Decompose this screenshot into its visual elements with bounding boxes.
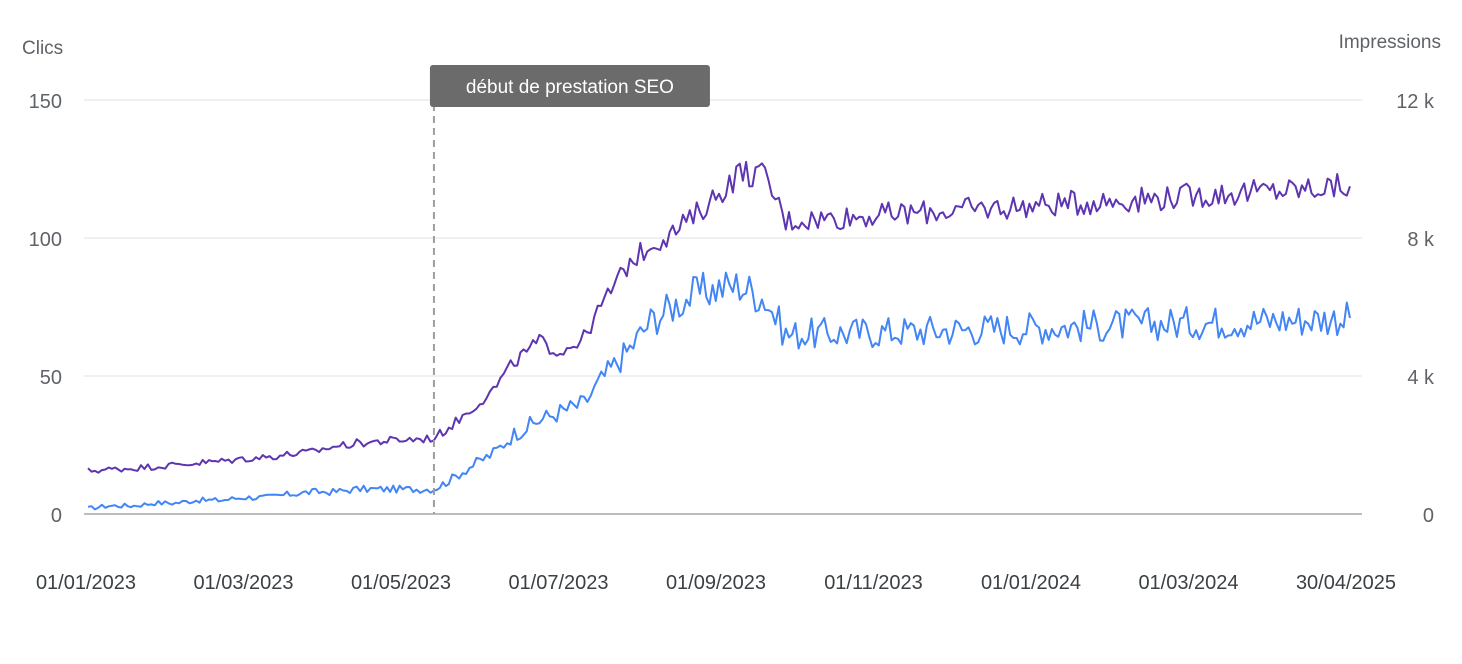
y-right-tick-label: 4 k (1407, 367, 1435, 389)
y-left-tick-label: 100 (29, 229, 62, 251)
impressions-line (87, 160, 1351, 474)
y-left-tick-label: 50 (40, 367, 62, 389)
y-left-tick-label: 0 (51, 505, 62, 527)
x-tick-label: 01/03/2024 (1138, 572, 1238, 594)
x-tick-label: 01/01/2023 (36, 572, 136, 594)
x-tick-label: 01/05/2023 (351, 572, 451, 594)
left-axis-ticks: 0 50 100 150 (29, 91, 62, 527)
x-tick-label: 01/07/2023 (508, 572, 608, 594)
x-tick-label: 01/01/2024 (981, 572, 1081, 594)
y-right-tick-label: 8 k (1407, 229, 1435, 251)
x-tick-label: 01/11/2023 (824, 572, 923, 594)
y-right-tick-label: 12 k (1396, 91, 1435, 113)
x-tick-label: 01/09/2023 (666, 572, 766, 594)
clicks-line (87, 271, 1351, 511)
annotation-label-box (429, 65, 710, 107)
series-lines (87, 160, 1351, 511)
annotation: début de prestation SEO (429, 65, 710, 514)
right-axis-title: Impressions (1339, 32, 1441, 53)
y-right-tick-label: 0 (1423, 505, 1434, 527)
x-tick-label: 30/04/2025 (1296, 572, 1396, 594)
left-axis-title: Clics (22, 38, 63, 59)
x-tick-label: 01/03/2023 (193, 572, 293, 594)
x-axis-ticks: 01/01/2023 01/03/2023 01/05/2023 01/07/2023… (36, 572, 1396, 594)
gridlines (84, 99, 1362, 377)
right-axis-ticks: 0 4 k 8 k 12 k (1396, 91, 1435, 527)
annotation-label: début de prestation SEO (466, 77, 674, 98)
y-left-tick-label: 150 (29, 91, 62, 113)
